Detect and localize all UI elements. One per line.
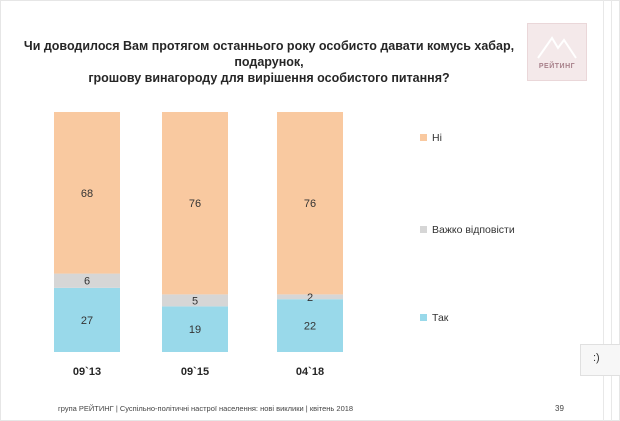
legend-label-tak: Так (432, 312, 449, 324)
bar-vazhko-2 (162, 294, 228, 307)
legend-label-vazhko: Важко відповісти (432, 224, 515, 236)
legend-label-ni: Ні (432, 132, 442, 144)
page-number: 39 (555, 404, 564, 413)
bar-ni-3 (277, 112, 343, 295)
title-line-1: Чи доводилося Вам протягом останнього ро… (23, 39, 515, 69)
bars-group (54, 112, 343, 352)
x-tick-label-2: 09`15 (181, 366, 209, 378)
bar-ni-2 (162, 112, 228, 295)
legend-swatch-tak (420, 314, 427, 321)
data-label-ni-2: 76 (189, 198, 201, 210)
bar-vazhko-3 (277, 294, 343, 300)
bar-ni-1 (54, 112, 120, 274)
legend-swatch-vazhko (420, 226, 427, 233)
data-label-ni-1: 68 (81, 188, 93, 200)
side-widget[interactable]: :) (580, 344, 620, 376)
data-label-vazhko-2: 5 (192, 295, 198, 307)
bar-vazhko-1 (54, 273, 120, 288)
data-label-vazhko-3: 2 (307, 292, 313, 304)
bar-tak-1 (54, 287, 120, 352)
title-line-2: грошову винагороду для вирішення особист… (88, 71, 450, 85)
footer-text: група РЕЙТИНГ | Суспільно-політичні наст… (58, 404, 354, 413)
data-label-tak-2: 19 (189, 324, 201, 336)
logo-mark-icon (537, 36, 577, 59)
chart-title: Чи доводилося Вам протягом останнього ро… (14, 38, 524, 86)
bar-tak-2 (162, 306, 228, 352)
x-tick-label-1: 09`13 (73, 366, 101, 378)
decorative-line (603, 0, 604, 421)
bar-tak-3 (277, 299, 343, 352)
side-widget-text: :) (593, 352, 600, 364)
legend: Ні Важко відповісти Так (420, 132, 515, 324)
data-label-ni-3: 76 (304, 198, 316, 210)
x-tick-label-3: 04`18 (296, 366, 324, 378)
data-label-tak-1: 27 (81, 315, 93, 327)
data-label-tak-3: 22 (304, 321, 316, 333)
x-tick-labels: 09`13 09`15 04`18 (73, 366, 324, 378)
legend-swatch-ni (420, 134, 427, 141)
logo-text: РЕЙТИНГ (538, 63, 576, 70)
rating-logo: РЕЙТИНГ (527, 23, 587, 81)
data-label-vazhko-1: 6 (84, 276, 90, 288)
decorative-line (611, 0, 612, 421)
